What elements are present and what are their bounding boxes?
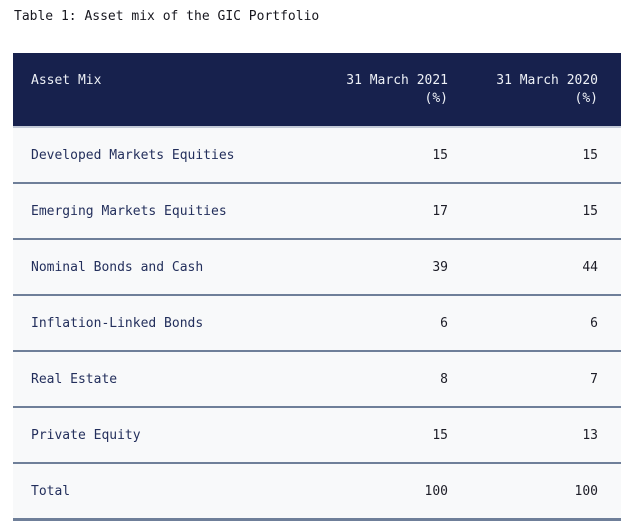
value-2020: 7 — [466, 350, 621, 407]
table-body: Developed Markets Equities 15 15 Emerging M… — [13, 126, 621, 520]
header-row: Asset Mix 31 March 2021 (%) 31 March 202… — [13, 53, 621, 127]
asset-class-label: Nominal Bonds and Cash — [13, 238, 301, 295]
column-header-2021-unit: (%) — [424, 91, 448, 106]
table-row: Total 100 100 — [13, 462, 621, 520]
asset-class-label: Private Equity — [13, 406, 301, 463]
value-2020: 15 — [466, 182, 621, 239]
column-header-asset-mix: Asset Mix — [13, 53, 301, 127]
table-caption: Table 1: Asset mix of the GIC Portfolio — [14, 9, 320, 24]
asset-class-label: Inflation-Linked Bonds — [13, 294, 301, 351]
table-row: Private Equity 15 13 — [13, 406, 621, 463]
column-header-2020-unit: (%) — [574, 91, 598, 106]
table-row: Real Estate 8 7 — [13, 350, 621, 407]
column-header-2021-label: 31 March 2021 — [346, 73, 448, 88]
asset-mix-table: Asset Mix 31 March 2021 (%) 31 March 202… — [13, 53, 621, 521]
value-2020: 100 — [466, 462, 621, 520]
table-row: Nominal Bonds and Cash 39 44 — [13, 238, 621, 295]
value-2020: 13 — [466, 406, 621, 463]
value-2020: 44 — [466, 238, 621, 295]
asset-class-label: Emerging Markets Equities — [13, 182, 301, 239]
table-header: Asset Mix 31 March 2021 (%) 31 March 202… — [13, 53, 621, 127]
value-2021: 8 — [301, 350, 466, 407]
table-row: Emerging Markets Equities 17 15 — [13, 182, 621, 239]
asset-class-label: Developed Markets Equities — [13, 126, 301, 183]
value-2021: 15 — [301, 406, 466, 463]
column-header-2021: 31 March 2021 (%) — [301, 53, 466, 127]
value-2021: 39 — [301, 238, 466, 295]
value-2021: 6 — [301, 294, 466, 351]
asset-class-label: Real Estate — [13, 350, 301, 407]
value-2021: 17 — [301, 182, 466, 239]
value-2020: 6 — [466, 294, 621, 351]
table-row: Inflation-Linked Bonds 6 6 — [13, 294, 621, 351]
column-header-2020-label: 31 March 2020 — [496, 73, 598, 88]
value-2021: 100 — [301, 462, 466, 520]
column-header-2020: 31 March 2020 (%) — [466, 53, 621, 127]
table-row: Developed Markets Equities 15 15 — [13, 126, 621, 183]
value-2021: 15 — [301, 126, 466, 183]
value-2020: 15 — [466, 126, 621, 183]
asset-class-label: Total — [13, 462, 301, 520]
